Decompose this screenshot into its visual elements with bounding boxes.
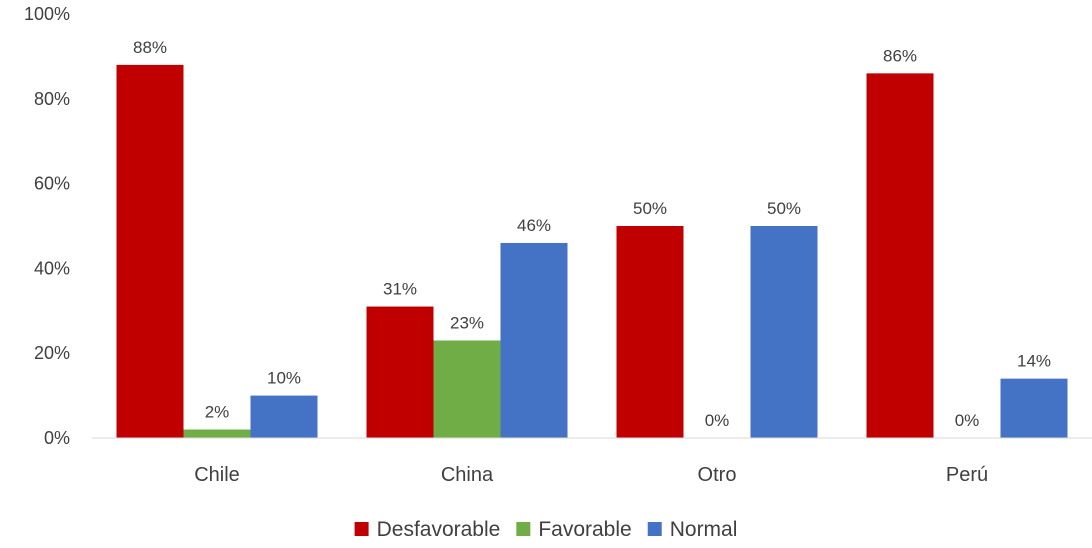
y-tick-label: 20% [34,343,70,363]
y-tick-label: 60% [34,174,70,194]
data-label: 0% [705,411,730,430]
bar-normal-perú [1000,378,1068,438]
bar-normal-china [500,242,568,438]
legend-label: Favorable [538,518,631,541]
data-label: 0% [955,411,980,430]
legend-swatch [354,522,369,536]
legend-swatch [516,522,531,536]
data-label: 86% [883,46,917,65]
bar-desfavorable-china [366,306,434,438]
y-tick-label: 40% [34,258,70,278]
x-tick-label: Perú [946,464,988,486]
bar-desfavorable-chile [116,64,184,438]
data-label: 46% [517,216,551,235]
bar-normal-otro [750,226,818,438]
bar-favorable-china [433,340,501,438]
y-tick-label: 0% [44,428,70,448]
x-axis: Chile China Otro Perú [194,464,988,486]
x-tick-label: Otro [698,464,737,486]
legend-label: Normal [670,518,738,541]
bar-desfavorable-otro [616,226,684,438]
data-label: 2% [205,403,230,422]
legend-label: Desfavorable [377,518,501,541]
data-label: 50% [767,199,801,218]
x-tick-label: China [441,464,494,486]
bars [116,64,1068,439]
data-label: 23% [450,313,484,332]
legend-item: Normal [647,518,738,541]
data-label: 31% [383,280,417,299]
data-label: 14% [1017,352,1051,371]
data-label: 10% [267,369,301,388]
bar-favorable-chile [183,429,251,438]
y-tick-label: 100% [24,4,70,24]
legend-item: Desfavorable [354,518,501,541]
legend: Desfavorable Favorable Normal [354,518,738,541]
data-labels: 88% 2% 10% 31% 23% 46% 50% 0% 50% 86% 0% 14% [133,38,1051,430]
x-tick-label: Chile [194,464,240,486]
data-label: 50% [633,199,667,218]
legend-swatch [647,522,662,536]
y-tick-label: 80% [34,89,70,109]
bar-normal-chile [250,395,318,438]
data-label: 88% [133,38,167,57]
y-axis: 0% 20% 40% 60% 80% 100% [24,4,70,448]
bar-desfavorable-perú [866,73,934,439]
legend-item: Favorable [516,518,632,541]
